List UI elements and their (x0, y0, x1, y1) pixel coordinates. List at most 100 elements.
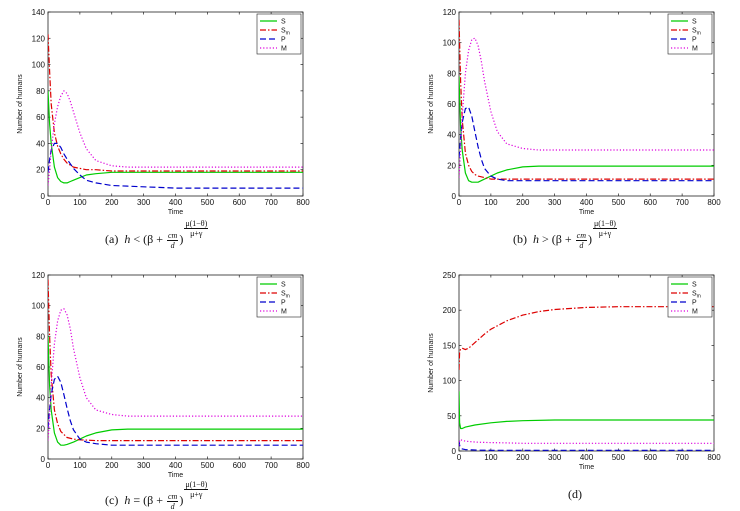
x-axis-label: Time (579, 209, 594, 216)
y-tick-label: 80 (36, 332, 45, 341)
legend-label: M (281, 46, 287, 53)
x-tick-label: 700 (675, 198, 689, 207)
caption-c: (c) h = (β + cm d) μ(1−θ) μ+γ (105, 480, 209, 511)
y-tick-label: 100 (443, 39, 457, 48)
x-tick-label: 400 (169, 198, 183, 207)
x-axis-label: Time (579, 464, 594, 471)
legend-label: S (281, 282, 286, 289)
chart-a: 0 100 200 300 400 500 600 700 800 0 20 40 60 80 100 120… (17, 8, 310, 216)
legend-label: Sm (692, 291, 701, 300)
x-tick-label: 700 (264, 198, 278, 207)
legend-label: Sm (692, 28, 701, 37)
x-axis-label: Time (168, 209, 183, 216)
series-line-p (48, 375, 303, 446)
series-line-p (459, 440, 714, 451)
x-tick-label: 200 (105, 461, 119, 470)
y-tick-label: 120 (443, 8, 457, 17)
x-tick-label: 300 (548, 198, 562, 207)
legend (256, 276, 302, 318)
caption-b: (b) h > (β + cm d) μ(1−θ) μ+γ (513, 219, 617, 250)
series-line-p (48, 142, 303, 189)
y-tick-label: 0 (41, 192, 46, 201)
series-line-sm (459, 19, 714, 180)
y-tick-label: 120 (32, 34, 46, 43)
legend-label: Sm (281, 28, 290, 37)
y-tick-label: 80 (36, 87, 45, 96)
x-tick-label: 300 (548, 453, 562, 462)
y-tick-label: 100 (32, 302, 46, 311)
x-tick-label: 300 (137, 198, 151, 207)
legend-label: M (692, 309, 698, 316)
x-tick-label: 800 (707, 198, 721, 207)
x-tick-label: 600 (233, 198, 247, 207)
y-axis-label: Number of humans (17, 337, 24, 397)
x-tick-label: 600 (644, 198, 658, 207)
x-tick-label: 500 (612, 453, 626, 462)
x-tick-label: 0 (46, 461, 51, 470)
chart-d: 0 100 200 300 400 500 600 700 800 0 50 100 150 200 250… (428, 271, 721, 471)
x-tick-label: 100 (73, 198, 87, 207)
series-line-m (459, 439, 714, 446)
legend-label: Sm (281, 291, 290, 300)
x-tick-label: 200 (105, 198, 119, 207)
chart-b: 0 100 200 300 400 500 600 700 800 0 20 40 60 80 100 120… (428, 8, 721, 216)
x-tick-label: 600 (644, 453, 658, 462)
x-tick-label: 400 (169, 461, 183, 470)
y-tick-label: 60 (36, 363, 45, 372)
y-tick-label: 120 (32, 271, 46, 280)
y-tick-label: 20 (36, 424, 45, 433)
y-tick-label: 250 (443, 271, 457, 280)
series-line-s (48, 336, 303, 446)
y-tick-label: 40 (36, 139, 45, 148)
x-tick-label: 0 (457, 453, 462, 462)
x-tick-label: 800 (707, 453, 721, 462)
y-tick-label: 50 (447, 412, 456, 421)
series-line-m (459, 37, 714, 178)
legend-label: P (281, 37, 286, 44)
legend-label: S (281, 19, 286, 26)
y-tick-label: 150 (443, 341, 457, 350)
x-tick-label: 200 (516, 198, 530, 207)
caption-a: (a) h < (β + cm d) μ(1−θ) μ+γ (105, 219, 209, 250)
legend-label: M (281, 309, 287, 316)
x-tick-label: 700 (264, 461, 278, 470)
x-tick-label: 0 (457, 198, 462, 207)
y-tick-label: 100 (443, 377, 457, 386)
x-tick-label: 400 (580, 198, 594, 207)
x-tick-label: 500 (612, 198, 626, 207)
y-axis-label: Number of humans (428, 333, 435, 393)
x-tick-label: 100 (73, 461, 87, 470)
series-line-m (48, 90, 303, 186)
y-tick-label: 100 (32, 61, 46, 70)
y-tick-label: 20 (447, 161, 456, 170)
y-tick-label: 140 (32, 8, 46, 17)
series-line-sm (48, 279, 303, 442)
x-tick-label: 500 (201, 198, 215, 207)
legend-label: M (692, 46, 698, 53)
series-line-s (48, 90, 303, 184)
y-tick-label: 80 (447, 69, 456, 78)
series-line-sm (48, 34, 303, 172)
x-tick-label: 400 (580, 453, 594, 462)
x-tick-label: 700 (675, 453, 689, 462)
series-line-p (459, 106, 714, 182)
legend-label: S (692, 282, 697, 289)
y-tick-label: 0 (41, 455, 46, 464)
series-line-m (48, 308, 303, 441)
x-tick-label: 100 (484, 198, 498, 207)
y-tick-label: 60 (447, 100, 456, 109)
y-tick-label: 40 (36, 394, 45, 403)
x-tick-label: 200 (516, 453, 530, 462)
y-tick-label: 60 (36, 113, 45, 122)
series-line-sm (459, 306, 714, 371)
x-tick-label: 800 (296, 461, 310, 470)
y-axis-label: Number of humans (428, 74, 435, 134)
x-tick-label: 100 (484, 453, 498, 462)
y-tick-label: 200 (443, 306, 457, 315)
y-tick-label: 40 (447, 131, 456, 140)
x-axis-label: Time (168, 472, 183, 479)
x-tick-label: 800 (296, 198, 310, 207)
y-tick-label: 20 (36, 166, 45, 175)
x-tick-label: 500 (201, 461, 215, 470)
